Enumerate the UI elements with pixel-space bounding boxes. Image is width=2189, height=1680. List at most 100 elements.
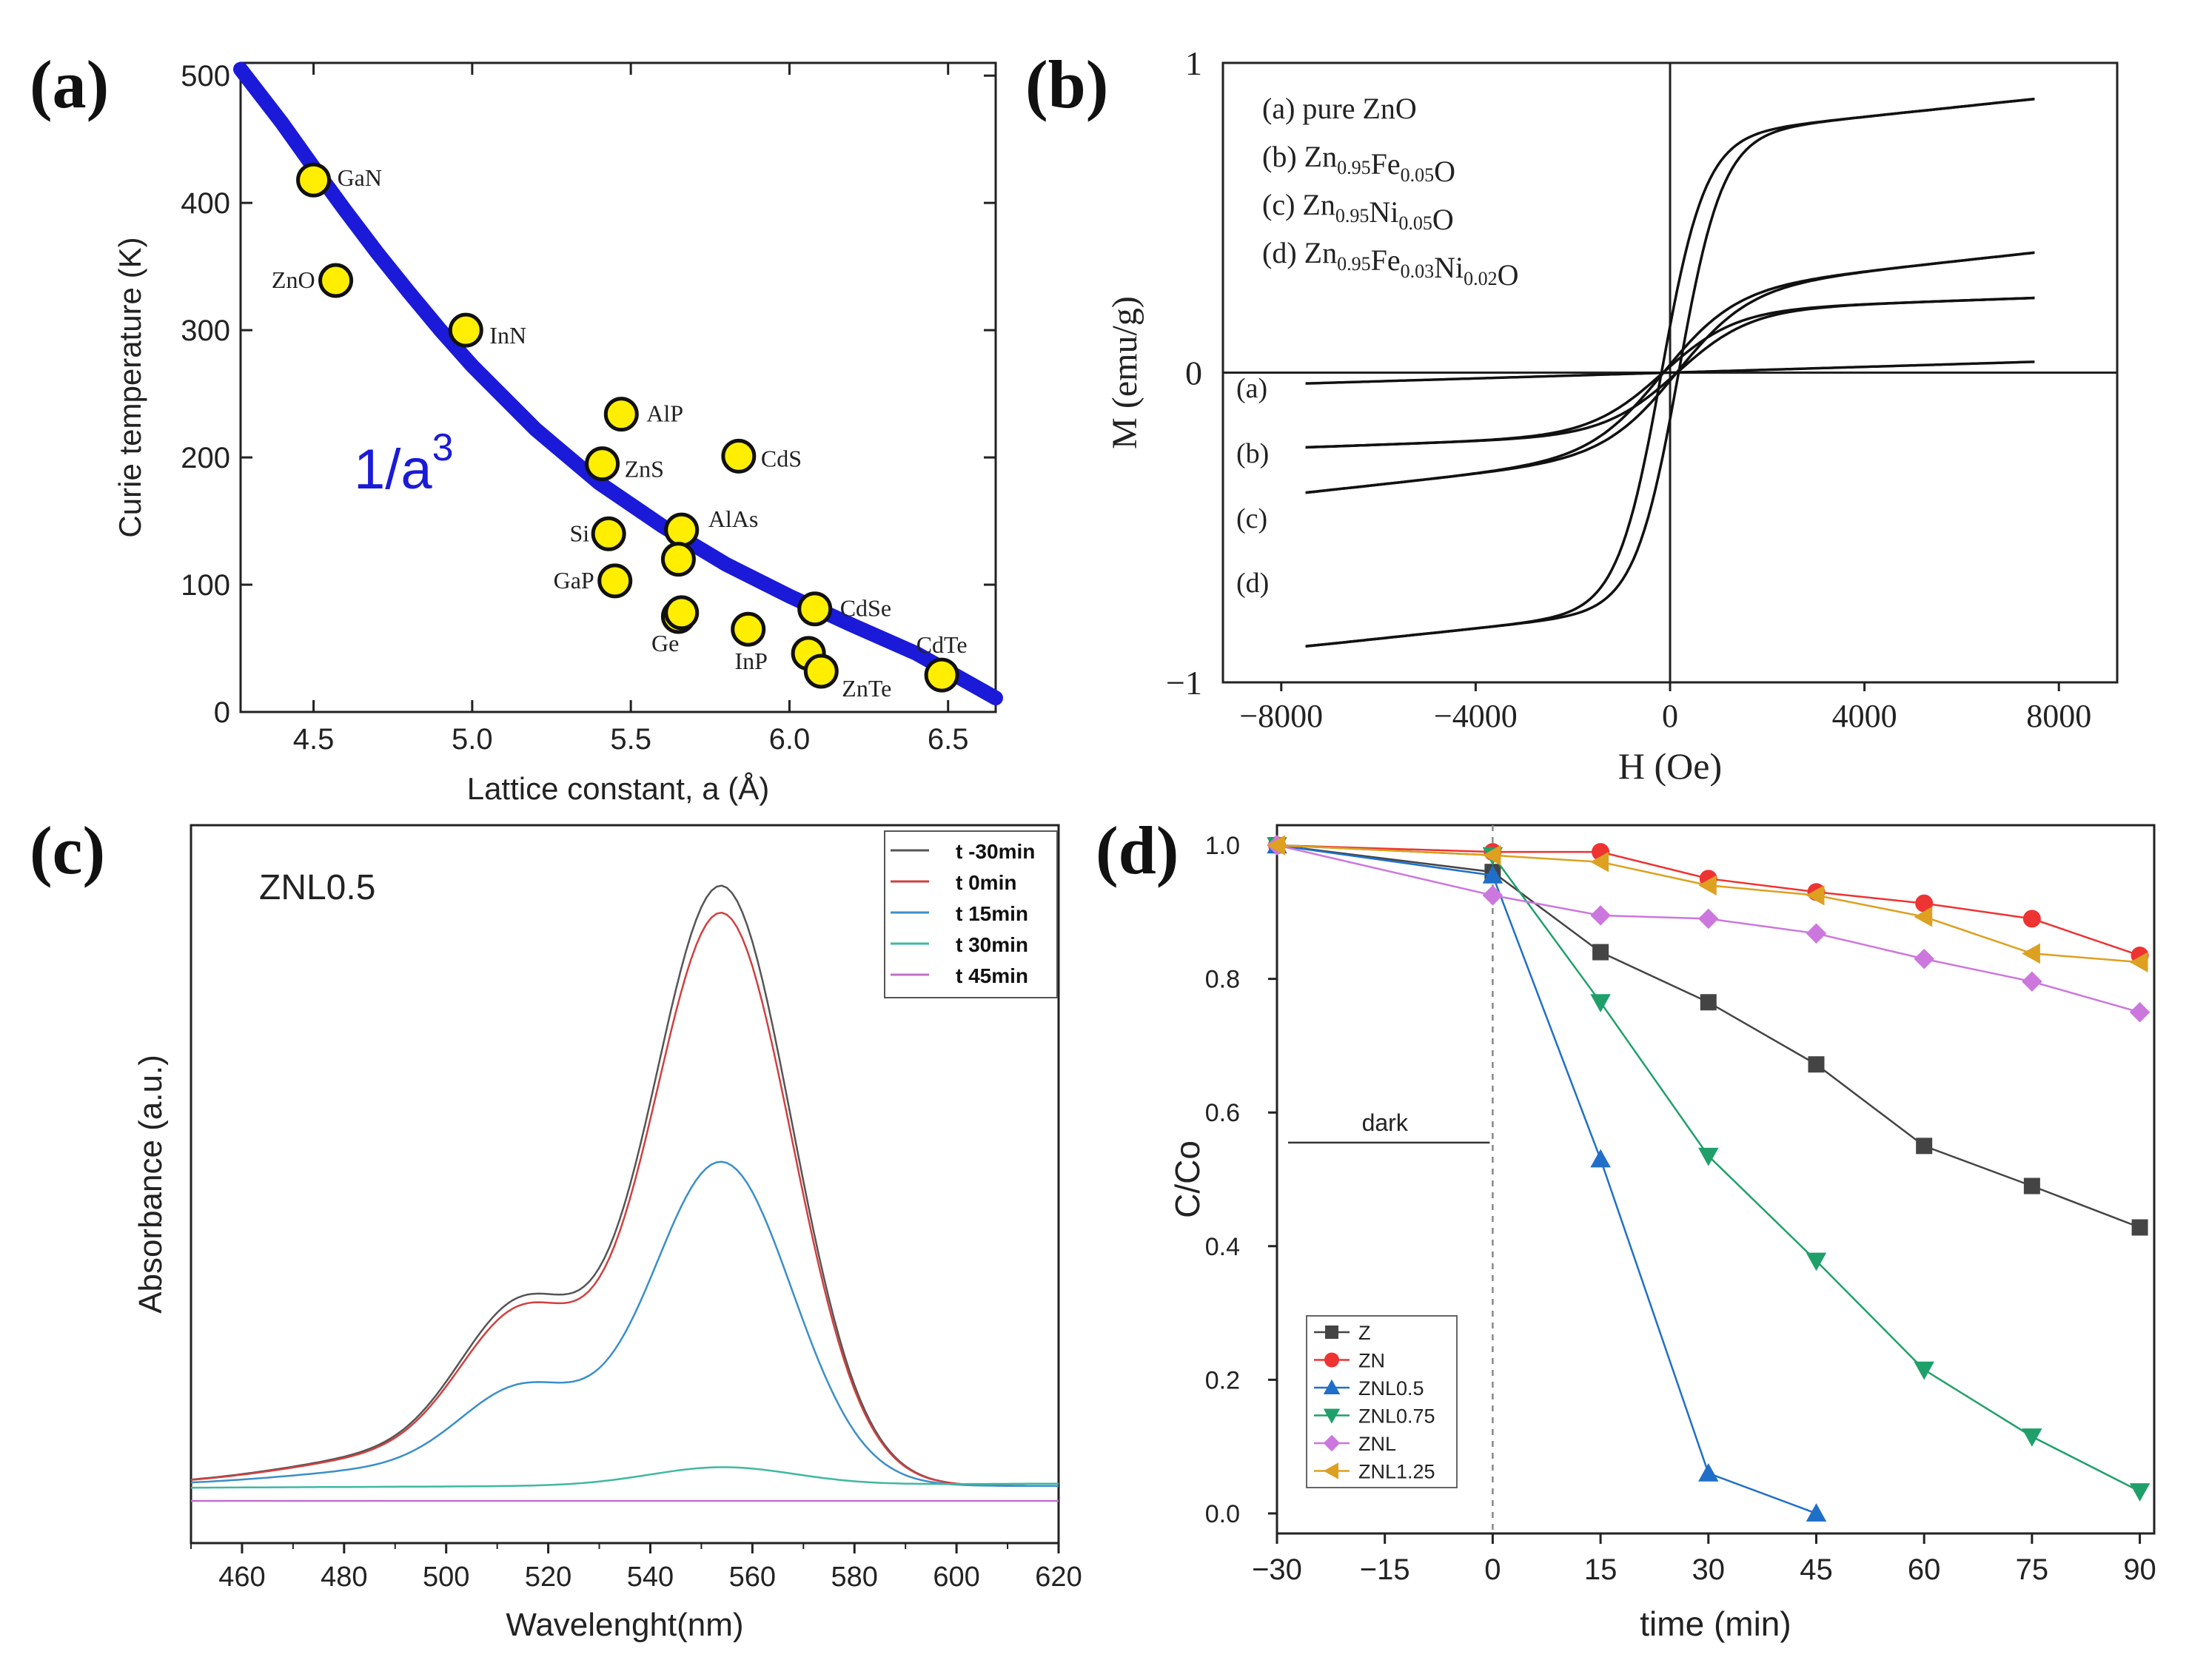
legend-marker-d bbox=[1324, 1352, 1339, 1368]
point-label-zno: ZnO bbox=[272, 266, 315, 293]
curve-label-b-2: (c) bbox=[1236, 503, 1267, 534]
x-tick-label-c: 500 bbox=[423, 1562, 469, 1593]
marker-znl0.75 bbox=[1698, 1147, 1719, 1166]
point-label-ge: Ge bbox=[651, 630, 679, 656]
marker-znl bbox=[2129, 1002, 2151, 1023]
marker-znl1.25 bbox=[1914, 906, 1933, 927]
series-line-z bbox=[1276, 844, 2141, 1229]
marker-z bbox=[1592, 944, 1609, 961]
point-label-inp: InP bbox=[734, 648, 767, 674]
y-tick-label-d: 0.2 bbox=[1205, 1366, 1240, 1394]
spectrum-t-15min bbox=[190, 1160, 1059, 1487]
marker-znl1.25 bbox=[1267, 835, 1285, 856]
point-label-alp: AlP bbox=[646, 400, 683, 427]
legend-label-d: ZNL0.75 bbox=[1358, 1405, 1435, 1428]
marker-znl1.25 bbox=[1590, 851, 1609, 873]
fit-label: 1/a3 bbox=[354, 426, 454, 501]
x-tick-label-c: 560 bbox=[729, 1562, 776, 1593]
dark-annotation-label: dark bbox=[1362, 1109, 1409, 1136]
marker-znl1.25 bbox=[1698, 875, 1717, 896]
legend-sub: 0.02 bbox=[1464, 268, 1498, 289]
x-tick-label-a: 5.5 bbox=[610, 723, 651, 756]
legend-label-d: ZNL1.25 bbox=[1358, 1461, 1435, 1483]
y-tick-label-d: 0.6 bbox=[1205, 1099, 1240, 1127]
chart-b: −8000 −4000 0 4000 8000 −1 0 1 H (Oe) M (emu/g) (a… bbox=[1105, 44, 2119, 787]
series-line-znl0.75 bbox=[1276, 844, 2141, 1493]
x-tick-label-b: 4000 bbox=[1832, 698, 1897, 734]
y-axis-label-b: M (emu/g) bbox=[1105, 296, 1144, 449]
plot-frame-c bbox=[190, 824, 1060, 1545]
x-axis-label-a: Lattice constant, a (Å) bbox=[467, 771, 770, 806]
legend-part: Ni bbox=[1369, 195, 1398, 229]
data-point-cdse bbox=[797, 591, 833, 627]
marker-znl0.5 bbox=[1698, 1462, 1719, 1482]
point-label-zns: ZnS bbox=[625, 456, 664, 483]
legend-box-d bbox=[1306, 1315, 1458, 1488]
point-label-cdse: CdSe bbox=[840, 595, 891, 622]
x-tick-label-b: −4000 bbox=[1434, 698, 1518, 734]
marker-znl bbox=[1806, 923, 1827, 944]
marker-znl0.5 bbox=[1482, 864, 1504, 884]
x-tick-label-b: 0 bbox=[1662, 698, 1678, 734]
legend-marker-d bbox=[1323, 1434, 1341, 1452]
legend-part: O bbox=[1498, 258, 1519, 292]
legend-part: Fe bbox=[1371, 147, 1401, 181]
marker-znl1.25 bbox=[2022, 943, 2040, 964]
x-tick-label-c: 580 bbox=[831, 1562, 878, 1593]
legend-label-d: ZNL bbox=[1358, 1433, 1396, 1455]
x-tick-label-d: −30 bbox=[1252, 1553, 1302, 1586]
x-tick-label-c: 520 bbox=[525, 1562, 571, 1593]
legend-sub: 0.95 bbox=[1335, 205, 1370, 226]
legend-label-c: t 45min bbox=[956, 964, 1028, 987]
marker-z bbox=[1808, 1056, 1825, 1073]
data-point-inn bbox=[448, 312, 483, 348]
point-label-gan: GaN bbox=[338, 164, 382, 191]
legend-sub: 0.95 bbox=[1337, 157, 1371, 178]
point-label-inn: InN bbox=[489, 322, 526, 349]
x-axis-label-d: time (min) bbox=[1640, 1605, 1791, 1643]
marker-z bbox=[2023, 1177, 2040, 1195]
x-tick-label-d: −15 bbox=[1360, 1553, 1410, 1586]
legend-sub: 0.95 bbox=[1337, 253, 1371, 275]
fit-label-base: 1/a bbox=[354, 438, 432, 501]
x-tick-label-a: 5.0 bbox=[452, 723, 493, 756]
legend-entry-b-1: (b) Zn0.95Fe0.05O bbox=[1262, 140, 1455, 188]
y-tick-label-a: 0 bbox=[214, 696, 230, 729]
x-tick-label-a: 6.5 bbox=[928, 723, 969, 756]
curve-label-b-0: (a) bbox=[1236, 373, 1267, 404]
curve-label-b-1: (b) bbox=[1236, 438, 1269, 469]
data-point-alp bbox=[603, 397, 639, 432]
data-point-ge bbox=[664, 595, 700, 631]
legend-sub: 0.05 bbox=[1401, 164, 1435, 186]
data-point-zno bbox=[318, 263, 354, 298]
y-axis-label-a: Curie temperature (K) bbox=[113, 237, 147, 537]
legend-marker-d bbox=[1325, 1325, 1338, 1339]
y-tick-label-d: 0.8 bbox=[1205, 966, 1240, 994]
x-tick-label-c: 540 bbox=[627, 1562, 674, 1593]
x-tick-label-c: 620 bbox=[1035, 1562, 1082, 1593]
data-point-inp bbox=[731, 611, 766, 647]
legend-entry-b-2: (c) Zn0.95Ni0.05O bbox=[1262, 188, 1454, 236]
data-point-si bbox=[591, 516, 626, 551]
panel-label-c: (c) bbox=[30, 813, 105, 888]
x-tick-label-d: 45 bbox=[1800, 1553, 1833, 1586]
marker-znl0.75 bbox=[1806, 1252, 1827, 1271]
x-tick-label-a: 6.0 bbox=[769, 723, 811, 756]
spectrum-t-0min bbox=[190, 911, 1059, 1487]
y-axis-label-d: C/Co bbox=[1168, 1140, 1207, 1218]
x-axis-label-b: H (Oe) bbox=[1618, 745, 1722, 787]
y-tick-label-d: 0.0 bbox=[1205, 1500, 1240, 1528]
legend-label-d: Z bbox=[1358, 1322, 1371, 1344]
marker-znl bbox=[1590, 905, 1611, 926]
y-tick-label-a: 300 bbox=[181, 315, 230, 347]
data-point-gan bbox=[296, 162, 332, 198]
marker-znl0.5 bbox=[1590, 1149, 1611, 1168]
point-label-si: Si bbox=[569, 520, 589, 546]
legend-part: (b) Zn bbox=[1262, 140, 1337, 173]
legend-label-c: t 30min bbox=[956, 933, 1028, 956]
legend-part: O bbox=[1432, 203, 1454, 236]
fit-label-exponent: 3 bbox=[432, 426, 454, 469]
series-line-zn bbox=[1276, 844, 2141, 957]
y-tick-label-a: 400 bbox=[181, 187, 230, 220]
